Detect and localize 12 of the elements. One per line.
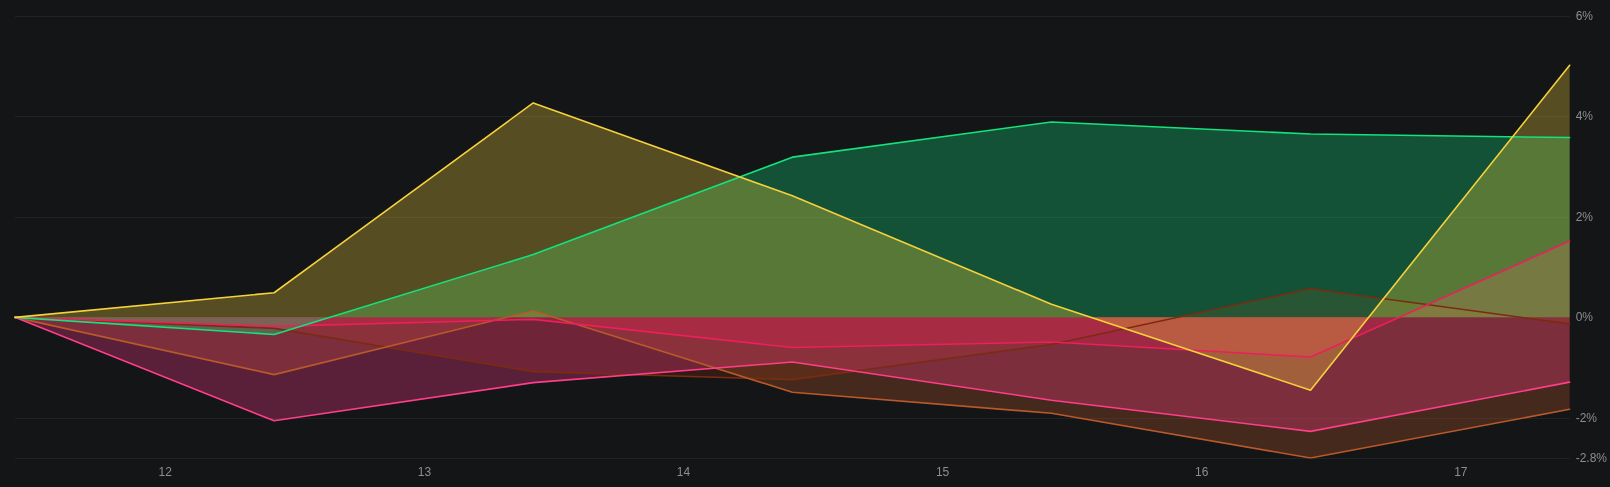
y-tick-label: 4% [1575,109,1594,124]
y-tick-label: 0% [1575,310,1594,325]
x-tick-label: 12 [158,465,173,479]
y-tick-label: -2% [1575,410,1598,425]
x-tick-label: 15 [935,465,950,479]
x-tick-label: 14 [676,465,691,479]
x-tick-label: 13 [417,465,432,479]
y-tick-label: 2% [1575,209,1594,224]
y-tick-label: -2.8% [1575,451,1608,465]
x-tick-label: 17 [1454,465,1468,479]
x-tick-label: 16 [1195,465,1209,479]
y-tick-label: 6% [1575,9,1594,23]
